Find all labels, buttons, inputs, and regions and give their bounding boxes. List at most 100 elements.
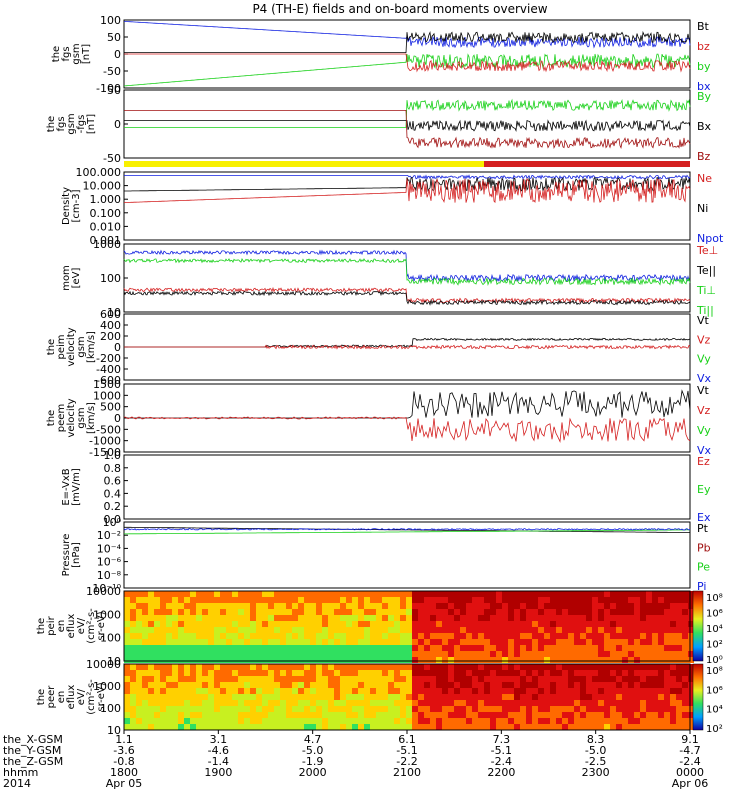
spectrogram-cell <box>280 682 286 688</box>
spectrogram-cell <box>328 615 334 621</box>
spectrogram-cell <box>328 688 334 694</box>
spectrogram-cell <box>622 676 628 682</box>
spectrogram-cell <box>376 621 382 627</box>
spectrogram-cell <box>262 627 268 633</box>
spectrogram-cell <box>322 676 328 682</box>
spectrogram-cell <box>334 633 340 639</box>
spectrogram-cell <box>490 645 496 651</box>
spectrogram-cell <box>424 591 430 597</box>
spectrogram-cell <box>664 664 670 670</box>
spectrogram-cell <box>412 712 418 718</box>
spectrogram-cell <box>286 718 292 724</box>
spectrogram-cell <box>670 706 676 712</box>
spectrogram-cell <box>640 676 646 682</box>
spectrogram-cell <box>184 633 190 639</box>
spectrogram-cell <box>490 651 496 657</box>
spectrogram-cell <box>274 609 280 615</box>
spectrogram-cell <box>526 603 532 609</box>
panel-1-ytick: -100 <box>96 82 121 95</box>
spectrogram-cell <box>130 597 136 603</box>
spectrogram-cell <box>478 633 484 639</box>
spectrogram-cell <box>460 694 466 700</box>
spectrogram-cell <box>340 724 346 730</box>
spectrogram-cell <box>670 633 676 639</box>
spectrogram-cell <box>214 688 220 694</box>
spectrogram-cell <box>184 615 190 621</box>
spectrogram-cell <box>532 706 538 712</box>
spectrogram-cell <box>274 603 280 609</box>
spectrogram-cell <box>640 621 646 627</box>
spectrogram-cell <box>196 591 202 597</box>
spectrogram-cell <box>514 670 520 676</box>
spectrogram-cell <box>238 670 244 676</box>
spectrogram-cell <box>142 700 148 706</box>
spectrogram-cell <box>268 676 274 682</box>
spectrogram-cell <box>244 651 250 657</box>
spectrogram-cell <box>124 621 130 627</box>
spectrogram-cell <box>646 591 652 597</box>
spectrogram-cell <box>430 597 436 603</box>
spectrogram-cell <box>298 621 304 627</box>
spectrogram-cell <box>232 597 238 603</box>
spectrogram-cell <box>130 718 136 724</box>
panel-10-ylabel: sr-eV) <box>96 682 107 711</box>
panel-5-legend: Vx <box>697 372 712 385</box>
spectrogram-cell <box>262 615 268 621</box>
spectrogram-cell <box>400 651 406 657</box>
spectrogram-cell <box>622 591 628 597</box>
spectrogram-cell <box>394 645 400 651</box>
spectrogram-cell <box>214 639 220 645</box>
panel-10-ylabel: en <box>56 691 67 704</box>
spectrogram-cell <box>568 676 574 682</box>
spectrogram-cell <box>430 676 436 682</box>
spectrogram-cell <box>496 591 502 597</box>
spectrogram-cell <box>610 664 616 670</box>
spectrogram-cell <box>628 718 634 724</box>
spectrogram-cell <box>256 603 262 609</box>
panel-8-ytick: 10⁻² <box>97 529 121 542</box>
spectrogram-cell <box>424 670 430 676</box>
spectrogram-cell <box>532 676 538 682</box>
spectrogram-cell <box>148 645 154 651</box>
spectrogram-cell <box>364 657 370 663</box>
spectrogram-cell <box>172 700 178 706</box>
spectrogram-cell <box>436 688 442 694</box>
spectrogram-cell <box>676 591 682 597</box>
spectrogram-cell <box>142 591 148 597</box>
spectrogram-cell <box>502 645 508 651</box>
spectrogram-cell <box>238 639 244 645</box>
te-par-trace <box>123 290 691 306</box>
spectrogram-cell <box>682 591 688 597</box>
spectrogram-cell <box>148 603 154 609</box>
spectrogram-cell <box>358 712 364 718</box>
spectrogram-cell <box>214 633 220 639</box>
spectrogram-cell <box>514 633 520 639</box>
spectrogram-cell <box>382 615 388 621</box>
spectrogram-cell <box>688 664 694 670</box>
spectrogram-cell <box>670 700 676 706</box>
spectrogram-cell <box>430 651 436 657</box>
spectrogram-cell <box>166 682 172 688</box>
spectrogram-cell <box>610 706 616 712</box>
spectrogram-cell <box>406 603 412 609</box>
spectrogram-cell <box>586 639 592 645</box>
spectrogram-cell <box>400 633 406 639</box>
spectrogram-cell <box>226 718 232 724</box>
spectrogram-cell <box>658 694 664 700</box>
panel-3-ylabel: Density <box>61 187 72 225</box>
spectrogram-cell <box>544 633 550 639</box>
panel-6-legend: Vt <box>697 384 710 397</box>
spectrogram-cell <box>292 676 298 682</box>
spectrogram-cell <box>388 670 394 676</box>
spectrogram-cell <box>250 639 256 645</box>
spectrogram-cell <box>268 591 274 597</box>
spectrogram-cell <box>502 670 508 676</box>
spectrogram-cell <box>346 651 352 657</box>
spectrogram-cell <box>412 700 418 706</box>
spectrogram-cell <box>532 694 538 700</box>
spectrogram-cell <box>688 603 694 609</box>
spectrogram-cell <box>340 651 346 657</box>
spectrogram-cell <box>268 633 274 639</box>
spectrogram-cell <box>496 597 502 603</box>
spectrogram-cell <box>358 664 364 670</box>
